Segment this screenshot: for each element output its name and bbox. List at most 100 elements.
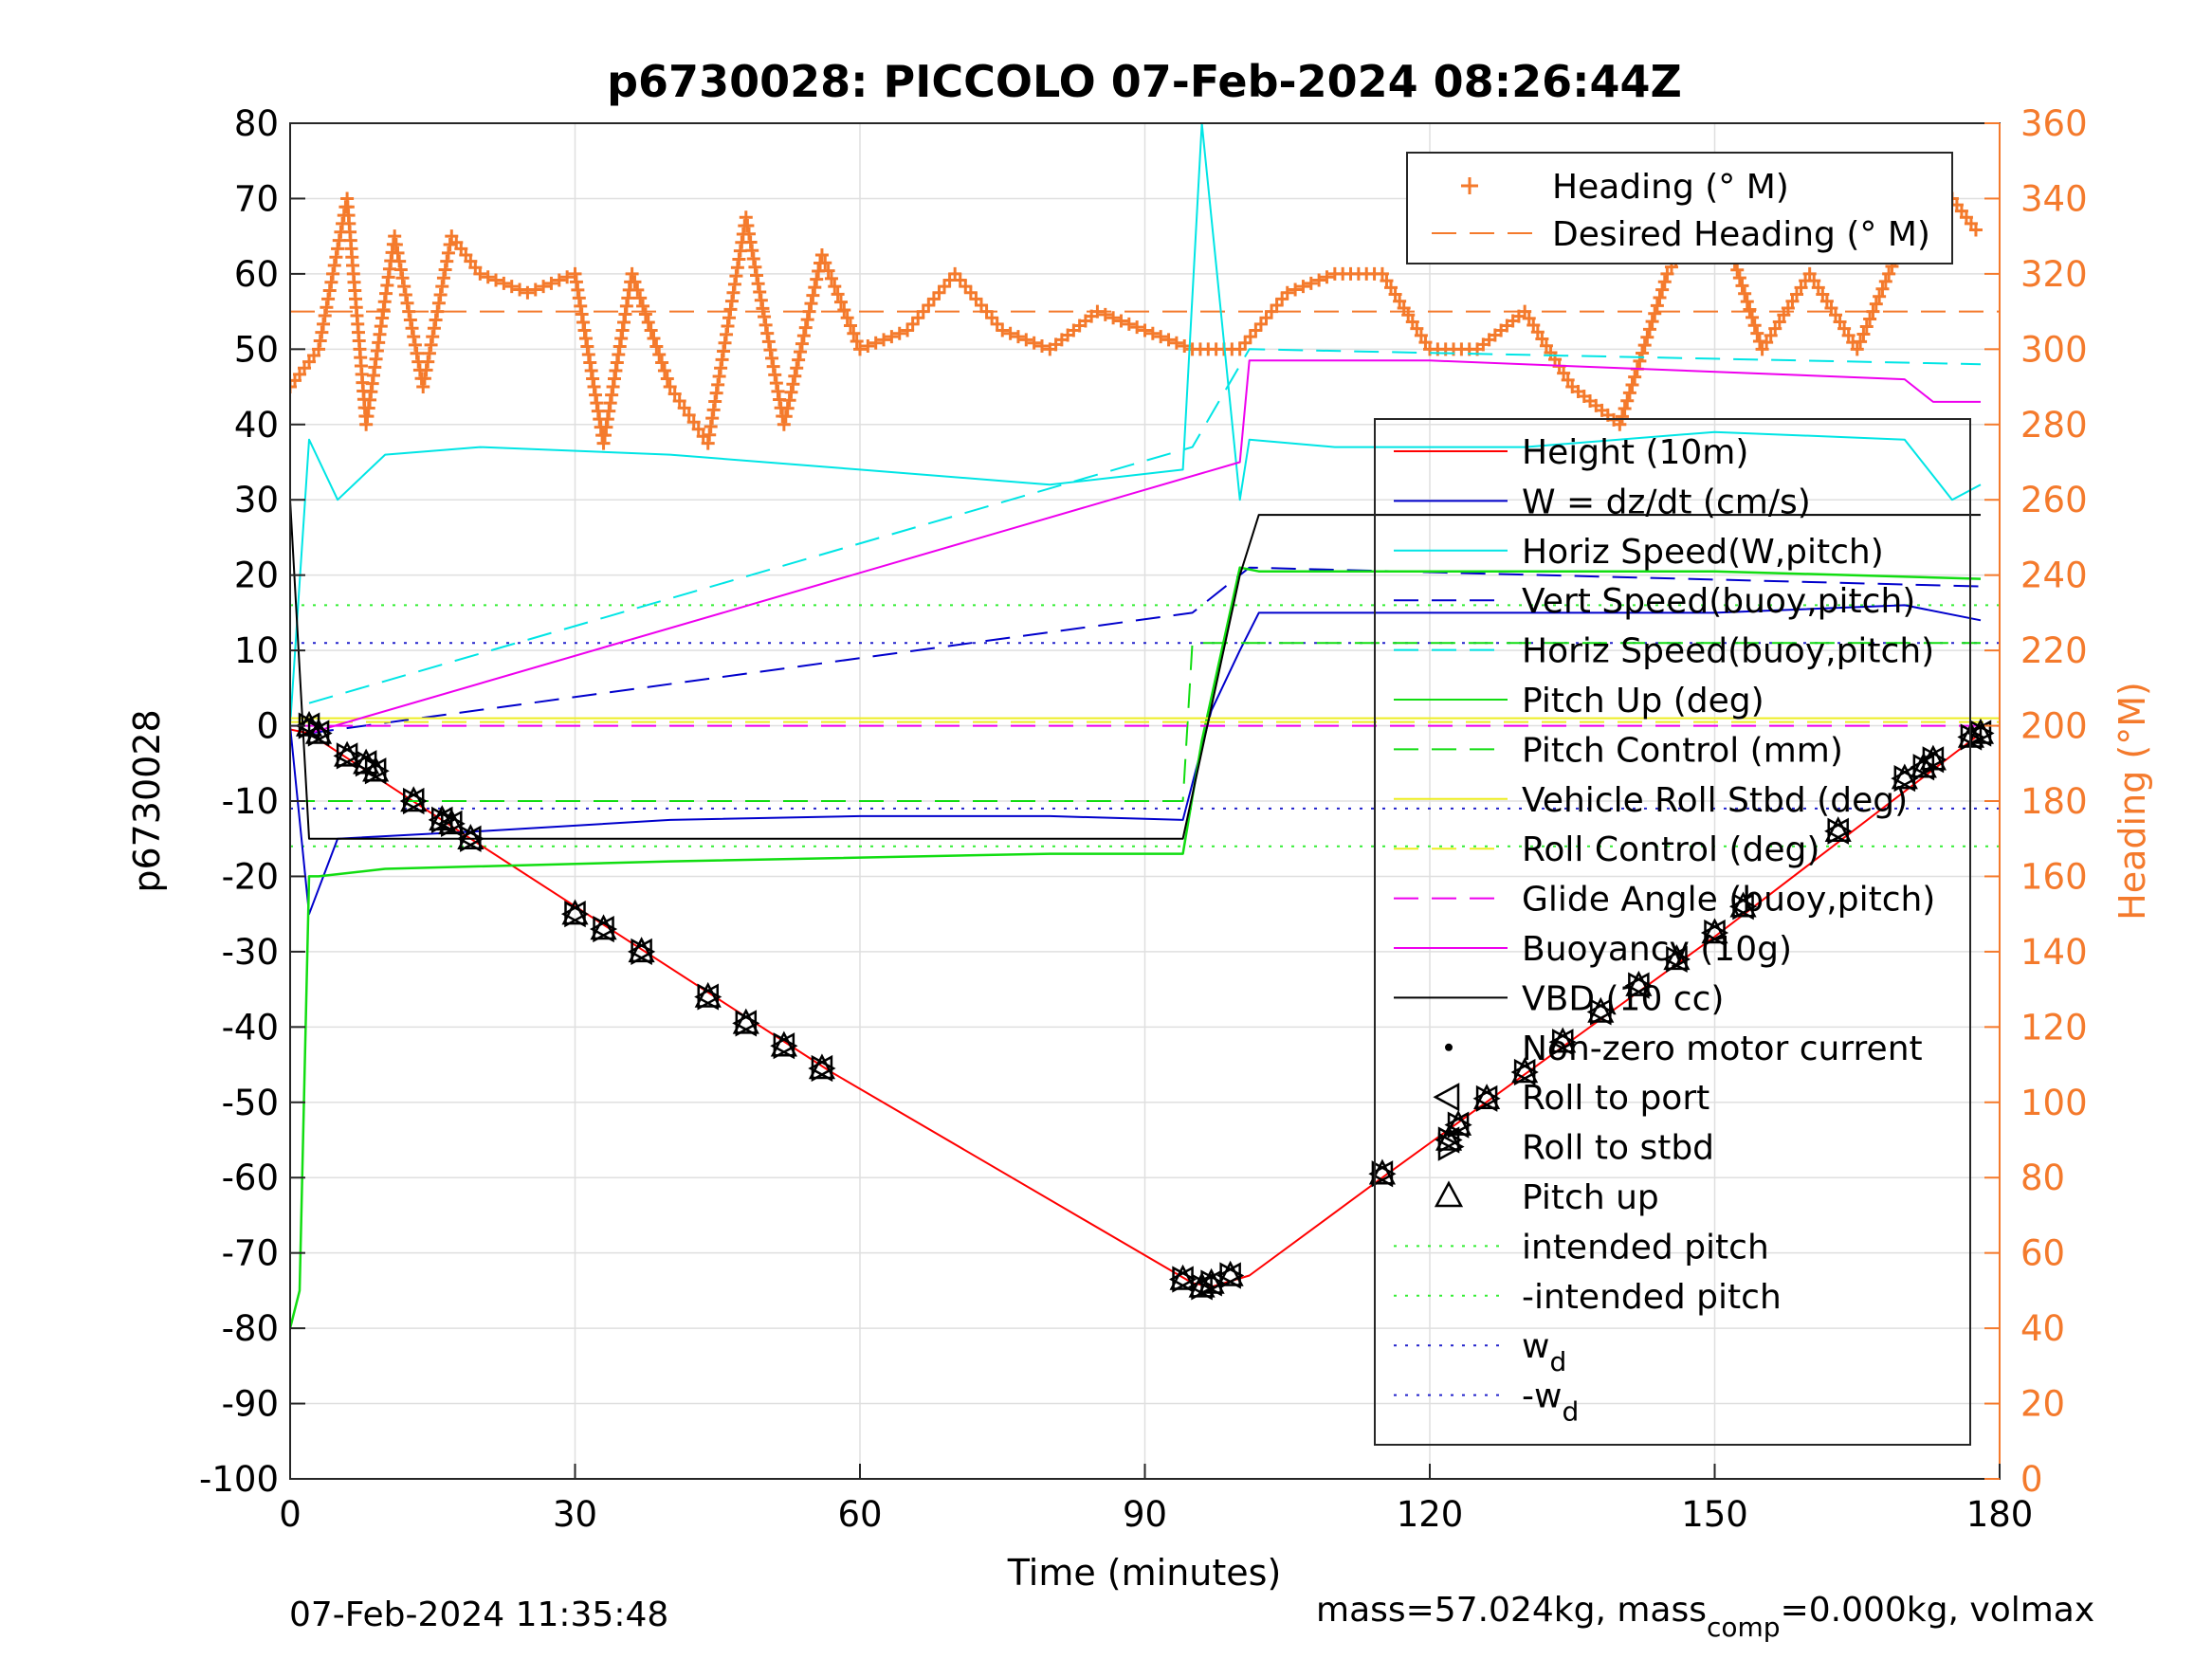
pitch-up-marker bbox=[1919, 744, 1947, 771]
series-heading-m-marker bbox=[481, 270, 495, 284]
x-tick-label: 0 bbox=[279, 1494, 302, 1535]
series-heading-m-marker bbox=[833, 295, 848, 309]
series-heading-m-marker bbox=[677, 401, 691, 415]
series-heading-m-marker bbox=[765, 351, 779, 365]
y-tick-label: -10 bbox=[222, 781, 279, 822]
series-heading-m-marker bbox=[1526, 319, 1541, 333]
event-marker bbox=[560, 899, 590, 928]
series-buoyancy-10g bbox=[308, 359, 1981, 735]
series-heading-m-marker bbox=[1732, 271, 1746, 285]
series-heading-m-marker bbox=[802, 304, 816, 319]
series-heading-m-marker bbox=[1615, 410, 1629, 424]
legend-roll-to-stbd-text: Roll to stbd bbox=[1522, 1129, 1714, 1168]
grid bbox=[289, 122, 2001, 1480]
legend-glide-angle-buoy-pitch-text: Glide Angle (buoy,pitch) bbox=[1522, 881, 1935, 920]
series-heading-m-marker bbox=[1866, 304, 1880, 319]
series-heading-m-marker bbox=[427, 321, 441, 336]
series-heading-m-marker bbox=[800, 313, 814, 327]
legend-vert-speed-buoy-pitch-text: Vert Speed(buoy,pitch) bbox=[1522, 582, 1915, 621]
pitch-up-marker bbox=[1910, 752, 1937, 778]
y-tick-label: 0 bbox=[256, 706, 279, 747]
series-heading-m-marker bbox=[405, 321, 419, 336]
series-heading-m-marker bbox=[761, 335, 776, 349]
legend-w-text: w bbox=[1522, 1327, 1549, 1366]
legend-intended-pitch-text: -intended pitch bbox=[1522, 1278, 1782, 1317]
series-heading-m-marker bbox=[806, 288, 820, 302]
event-marker bbox=[1510, 1057, 1539, 1086]
series-heading-m-marker bbox=[784, 385, 798, 399]
series-heading-m-marker bbox=[861, 339, 875, 354]
roll-to-stbd-marker bbox=[1219, 1262, 1245, 1289]
roll-to-stbd-marker bbox=[1666, 945, 1691, 973]
series-heading-m-marker bbox=[329, 250, 343, 264]
series-heading-m-marker bbox=[1968, 223, 1983, 237]
series-heading-m-marker bbox=[788, 369, 802, 383]
series-heading-m-marker bbox=[655, 356, 669, 370]
series-heading-m-marker bbox=[443, 237, 457, 251]
y-ticks: 80 70 60 50 40 30 20 10 0 -10 -20 -30 -40 -50 -60 -70 -8… bbox=[199, 103, 305, 1500]
series-heading-m-marker bbox=[672, 393, 686, 408]
series-heading-m-marker bbox=[402, 304, 416, 319]
pitch-up-marker bbox=[1197, 1267, 1225, 1294]
x-tick-label: 150 bbox=[1681, 1494, 1748, 1535]
series-heading-m-marker bbox=[766, 359, 780, 374]
series-heading-m-marker bbox=[1869, 297, 1883, 311]
legend-w-subscript: d bbox=[1562, 1396, 1579, 1428]
roll-to-stbd-marker bbox=[1551, 1029, 1577, 1056]
series-heading-m-marker bbox=[431, 296, 446, 310]
legend-roll-control-deg-text: Roll Control (deg) bbox=[1522, 830, 1819, 869]
series-heading-m-marker bbox=[1393, 294, 1407, 308]
series-heading-m-marker bbox=[1802, 266, 1817, 281]
series-heading-m-marker bbox=[782, 393, 796, 408]
series-heading-m-marker bbox=[1375, 266, 1389, 281]
series-vert-speed-buoy-pitch bbox=[308, 566, 1982, 735]
y-axis-label: p6730028 bbox=[126, 709, 168, 892]
roll-to-stbd-marker bbox=[1732, 893, 1758, 921]
series-heading-m-marker bbox=[868, 336, 883, 350]
legend-horiz-speed-w-pitch-label: Horiz Speed(W,pitch) bbox=[1522, 533, 1884, 572]
series-heading-m-marker bbox=[1289, 283, 1303, 297]
series-heading-m-marker bbox=[332, 233, 346, 247]
series-heading-m-marker bbox=[313, 334, 327, 348]
pitch-up-marker bbox=[362, 756, 390, 782]
series-heading-m-marker bbox=[1785, 294, 1800, 308]
series-heading-m-marker bbox=[1130, 320, 1144, 335]
series-heading-m-marker bbox=[1863, 312, 1877, 326]
legend-roll-to-port-text: Roll to port bbox=[1522, 1079, 1709, 1118]
series-heading-m-marker bbox=[641, 315, 655, 329]
heading-legend: Heading (° M) Desired Heading (° M) bbox=[1406, 152, 1953, 264]
y-tick-label: -80 bbox=[222, 1308, 279, 1349]
series-heading-m-marker bbox=[1618, 402, 1632, 416]
series-heading-m-marker bbox=[745, 244, 759, 258]
pitch-up-marker bbox=[1188, 1271, 1216, 1298]
series-heading-m-marker bbox=[393, 254, 407, 268]
x-tick-label: 120 bbox=[1397, 1494, 1464, 1535]
series-heading-m-marker bbox=[1154, 330, 1168, 344]
legend-buoyancy-10g-label: Buoyancy (10g) bbox=[1522, 930, 1792, 969]
series-heading-m-marker bbox=[1650, 299, 1664, 313]
pitch-up-marker bbox=[334, 740, 361, 767]
series-horiz-speed-buoy-pitch bbox=[308, 348, 1982, 704]
series-heading-m-marker bbox=[1161, 333, 1176, 347]
legend-buoyancy-10g-text: Buoyancy (10g) bbox=[1522, 930, 1792, 969]
event-marker bbox=[589, 914, 618, 943]
series-heading-m-marker bbox=[636, 299, 650, 313]
series-heading-m-marker bbox=[1856, 327, 1871, 341]
series-heading-m-marker bbox=[1397, 301, 1411, 315]
pitch-up-marker bbox=[1824, 816, 1852, 843]
series-heading-m-marker bbox=[1794, 281, 1808, 295]
series-horiz-speed-w-pitch bbox=[290, 123, 1982, 726]
series-heading-m-marker bbox=[1557, 366, 1571, 380]
series-heading-m-marker bbox=[320, 301, 334, 315]
series-heading-m-marker bbox=[391, 246, 405, 260]
series-heading-m-marker bbox=[430, 304, 445, 319]
series-heading-m-marker bbox=[763, 343, 777, 357]
roll-to-stbd-marker bbox=[441, 810, 466, 837]
series-heading-m-marker bbox=[796, 329, 811, 343]
series-heading-m-marker bbox=[1777, 308, 1791, 322]
pitch-up-marker bbox=[808, 1053, 835, 1080]
heading-series bbox=[290, 191, 1983, 450]
legend-vbd-10-cc-text: VBD (10 cc) bbox=[1522, 979, 1724, 1018]
series-heading-m-marker bbox=[790, 361, 804, 375]
series-heading-m-marker bbox=[847, 326, 861, 340]
